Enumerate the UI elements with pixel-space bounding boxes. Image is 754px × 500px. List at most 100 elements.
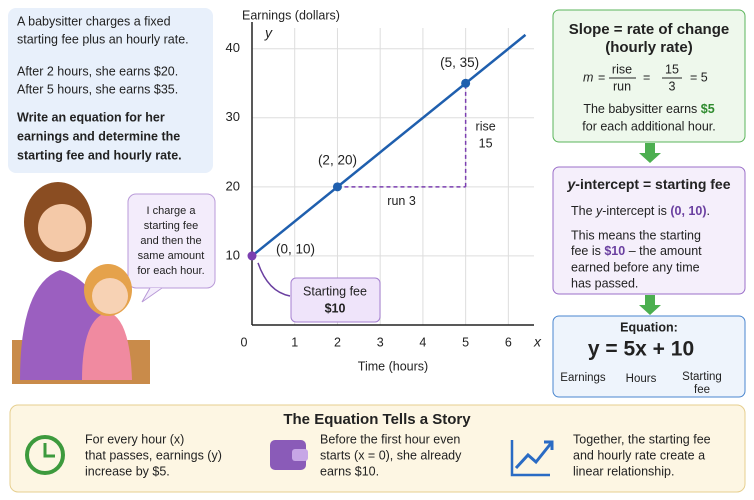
text-line: The babysitter earns $5 xyxy=(583,102,714,116)
text: I charge a xyxy=(147,205,197,217)
text: Time (hours) xyxy=(358,359,428,373)
text: run 3 xyxy=(387,194,416,208)
text: 10 xyxy=(226,247,240,262)
text-span: $5 xyxy=(701,102,715,116)
text-span: -intercept is xyxy=(602,204,670,218)
text: starting fee plus an hourly rate. xyxy=(17,32,189,46)
text: For every hour (x) xyxy=(85,432,184,446)
text: Slope = rate of change xyxy=(569,21,729,38)
text: Starting xyxy=(682,371,722,383)
text: 5 xyxy=(462,335,469,349)
text: = xyxy=(598,70,605,84)
text: run xyxy=(613,79,631,93)
data-point xyxy=(332,182,342,192)
text: The Equation Tells a Story xyxy=(283,411,471,428)
text: Equation: xyxy=(620,320,678,334)
text-span: (0, 10) xyxy=(670,204,706,218)
data-point xyxy=(247,251,257,261)
callout-box xyxy=(290,277,381,323)
text-span: . xyxy=(707,204,710,218)
text: 3 xyxy=(669,79,676,93)
text: 15 xyxy=(479,136,493,150)
story-box xyxy=(9,404,746,493)
text-line: y-intercept = starting fee xyxy=(567,176,731,192)
text: After 5 hours, she earns $35. xyxy=(17,82,178,96)
text: starting fee xyxy=(144,220,198,232)
text: 40 xyxy=(226,40,240,55)
data-line xyxy=(251,33,527,257)
text: Hours xyxy=(626,373,657,385)
text: = xyxy=(643,70,650,84)
text: 4 xyxy=(419,335,426,349)
text: x xyxy=(533,334,542,350)
text-span: The xyxy=(571,204,596,218)
text: Together, the starting fee xyxy=(573,432,711,446)
text: (2, 20) xyxy=(318,152,357,167)
arrow xyxy=(639,143,661,163)
text: = 5 xyxy=(690,70,708,84)
text-line: fee is $10 – the amount xyxy=(571,244,702,258)
speech-bubble xyxy=(127,193,216,289)
text: y xyxy=(264,25,273,41)
text-span: The babysitter earns xyxy=(583,102,700,116)
text: 6 xyxy=(505,335,512,349)
text: and then the xyxy=(140,235,201,247)
text: 1 xyxy=(291,335,298,349)
text: y = 5x + 10 xyxy=(588,338,694,361)
text: 0 xyxy=(241,335,248,349)
text: and hourly rate create a xyxy=(573,448,705,462)
equation-box xyxy=(552,315,746,398)
text: Earnings xyxy=(560,372,606,384)
growth-icon xyxy=(510,440,554,477)
problem-box xyxy=(8,8,213,173)
text: same amount xyxy=(138,250,205,262)
text: has passed. xyxy=(571,276,638,290)
text: that passes, earnings (y) xyxy=(85,448,222,462)
text: Write an equation for her xyxy=(17,110,165,124)
text: fee xyxy=(694,384,710,396)
text: increase by $5. xyxy=(85,464,170,478)
text: starting fee and hourly rate. xyxy=(17,148,182,162)
text: 15 xyxy=(665,62,679,76)
text: This means the starting xyxy=(571,228,701,242)
text-span: $10 xyxy=(604,244,625,258)
text: After 2 hours, she earns $20. xyxy=(17,64,178,78)
text-span: – the amount xyxy=(625,244,702,258)
text: m xyxy=(583,70,593,84)
callout-arrow xyxy=(257,262,291,297)
slope-box xyxy=(552,9,746,143)
illustration xyxy=(12,182,150,384)
text: for each hour. xyxy=(137,265,204,277)
text-span: y xyxy=(567,176,577,192)
text: 3 xyxy=(377,335,384,349)
text: Earnings (dollars) xyxy=(242,8,340,22)
text: rise xyxy=(612,62,632,76)
text: Starting fee xyxy=(303,284,367,298)
data-point xyxy=(461,78,471,88)
speech-tail xyxy=(141,287,163,303)
text-span: -intercept = starting fee xyxy=(575,176,730,192)
text-span: fee is xyxy=(571,244,604,258)
text: (5, 35) xyxy=(440,55,479,70)
text: earned before any time xyxy=(571,260,700,274)
text: rise xyxy=(476,119,496,133)
text-line: The y-intercept is (0, 10). xyxy=(571,204,710,218)
text-span: y xyxy=(595,204,603,218)
wallet-icon xyxy=(270,440,308,470)
text: linear relationship. xyxy=(573,464,674,478)
text: 30 xyxy=(226,109,240,124)
text: Before the first hour even xyxy=(320,432,460,446)
text: (0, 10) xyxy=(276,241,315,256)
text: (hourly rate) xyxy=(605,39,693,56)
text: earns $10. xyxy=(320,464,379,478)
text: 20 xyxy=(226,178,240,193)
text: for each additional hour. xyxy=(582,119,715,133)
text: starts (x = 0), she already xyxy=(320,448,462,462)
text: earnings and determine the xyxy=(17,129,180,143)
arrow xyxy=(639,295,661,315)
text: 2 xyxy=(334,335,341,349)
text: A babysitter charges a fixed xyxy=(17,14,171,28)
intercept-box xyxy=(552,166,746,295)
clock-icon xyxy=(25,435,65,475)
